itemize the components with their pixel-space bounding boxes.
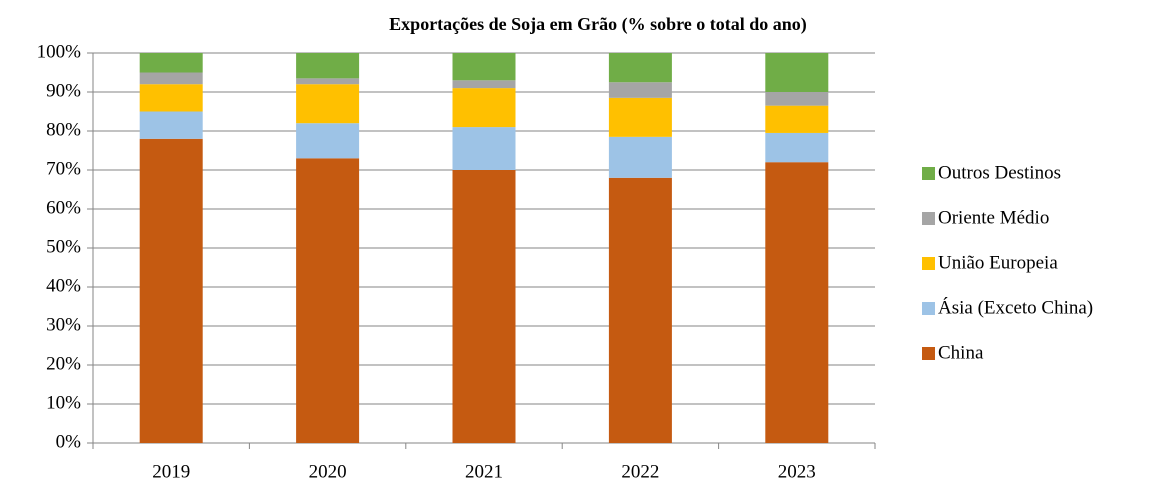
bar-segment (608, 97, 672, 137)
y-tick-label: 40% (46, 275, 81, 296)
x-tick-label: 2021 (465, 461, 503, 482)
bar-segment (139, 138, 203, 444)
chart-title: Exportações de Soja em Grão (% sobre o t… (389, 14, 807, 35)
y-tick-label: 0% (56, 431, 82, 452)
bar-segment (139, 84, 203, 112)
bar-segment (608, 136, 672, 178)
legend-swatch (922, 257, 935, 270)
y-tick-label: 10% (46, 392, 81, 413)
bar-segment (139, 53, 203, 73)
bar-segment (452, 53, 516, 81)
bar-segment (296, 84, 360, 124)
bar-segment (608, 53, 672, 83)
y-tick-label: 100% (37, 41, 82, 62)
legend-label: China (938, 342, 984, 363)
bar-segment (296, 123, 360, 159)
legend-label: Oriente Médio (938, 207, 1049, 228)
bar-segment (765, 53, 829, 92)
bar-segment (608, 177, 672, 444)
y-tick-label: 90% (46, 80, 81, 101)
x-tick-label: 2022 (621, 461, 659, 482)
legend-label: União Europeia (938, 252, 1058, 273)
bar-segment (139, 111, 203, 139)
bar-segment (296, 158, 360, 444)
bar-segment (765, 162, 829, 443)
bar-segment (452, 170, 516, 443)
x-tick-label: 2019 (152, 461, 190, 482)
bar-segment (452, 127, 516, 170)
bar-segment (452, 80, 516, 89)
bar-segment (765, 132, 829, 163)
legend-swatch (922, 302, 935, 315)
legend-swatch (922, 347, 935, 360)
bar-segment (765, 105, 829, 133)
bar-segment (452, 88, 516, 128)
bar-segment (765, 92, 829, 106)
y-tick-label: 80% (46, 119, 81, 140)
bar-segment (296, 78, 360, 85)
legend-label: Ásia (Exceto China) (938, 296, 1093, 318)
legend-swatch (922, 167, 935, 180)
bar-segment (139, 72, 203, 85)
legend-swatch (922, 212, 935, 225)
x-tick-label: 2023 (778, 461, 816, 482)
bar-segment (296, 53, 360, 79)
x-tick-label: 2020 (309, 461, 347, 482)
y-tick-label: 60% (46, 197, 81, 218)
bar-segment (608, 82, 672, 98)
y-tick-label: 70% (46, 158, 81, 179)
legend-label: Outros Destinos (938, 162, 1061, 183)
y-tick-label: 50% (46, 236, 81, 257)
y-tick-label: 20% (46, 353, 81, 374)
y-tick-label: 30% (46, 314, 81, 335)
